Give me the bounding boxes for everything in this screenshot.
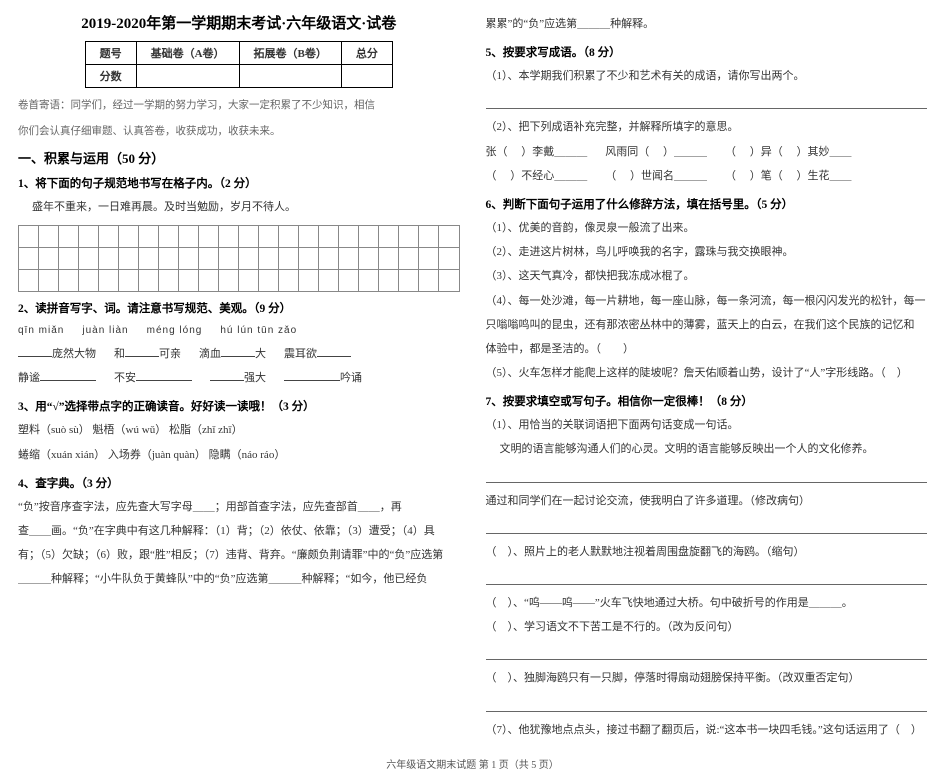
q5c-b: 风雨同（ ）＿＿＿ — [605, 140, 707, 164]
q1-text: 盛年不重来，一日难再晨。及时当勉励，岁月不待人。 — [18, 195, 460, 219]
q4-c: 有；（5）欠缺；（6）败，跟“胜”相反；（7）违背、背弃。“廉颇负荆请罪”中的“… — [18, 543, 460, 567]
cell-b — [239, 65, 341, 88]
q7-title: 7、按要求填空或写句子。相信你一定很棒！（8 分） — [486, 393, 928, 409]
q5c-d: （ ）不经心＿＿＿ — [486, 164, 588, 188]
blank-line-4 — [486, 570, 928, 585]
blank-line-1 — [486, 94, 928, 109]
q2-row2: 静谧 不安 强大 吟诵 — [18, 366, 460, 390]
q2-title: 2、读拼音写字、词。请注意书写规范、美观。（9 分） — [18, 300, 460, 316]
py-d: hú lún tūn zǎo — [220, 320, 297, 342]
score-table: 题号 基础卷（A卷） 拓展卷（B卷） 总分 分数 — [85, 41, 393, 88]
w-d: 震耳欲 — [284, 348, 317, 360]
q7-b: 通过和同学们在一起讨论交流，使我明白了许多道理。（修改病句） — [486, 489, 928, 513]
w2-c: 吟诵 — [340, 372, 362, 384]
q3-title: 3、用“√”选择带点字的正确读音。好好读一读哦！（3 分） — [18, 398, 460, 414]
py-a: qīn miǎn — [18, 320, 64, 342]
q2-row1: 庞然大物 和 可亲 滴血 大 震耳欲 — [18, 342, 460, 366]
w-b: 和 — [114, 348, 125, 360]
q6-d2: 只嗡嗡鸣叫的昆虫，还有那浓密丛林中的薄雾，蓝天上的白云，在我们这个民族的记忆和 — [486, 313, 928, 337]
q6-b: （2）、走进这片树林，鸟儿呼唤我的名字，露珠与我交换眼神。 — [486, 240, 928, 264]
page-footer: 六年级语文期末试题 第 1 页（共 5 页） — [18, 756, 927, 771]
q5c-f: （ ）笔（ ）生花＿＿ — [725, 164, 852, 188]
q5-row1: 张（ ）李戴＿＿＿ 风雨同（ ）＿＿＿ （ ）异（ ）其妙＿＿ — [486, 140, 928, 164]
q6-d3: 体验中，都是圣洁的。（ ） — [486, 337, 928, 361]
q6-d1: （4）、每一处沙滩，每一片耕地，每一座山脉，每一条河流，每一根闪闪发光的松针，每… — [486, 289, 928, 313]
th-b: 拓展卷（B卷） — [239, 42, 341, 65]
w-c2: 大 — [255, 348, 266, 360]
py-b: juàn liàn — [82, 320, 128, 342]
q7-f: （ ）、独脚海鸥只有一只脚，停落时得扇动翅膀保持平衡。（改双重否定句） — [486, 666, 928, 690]
blank-line-3 — [486, 519, 928, 534]
q4-title: 4、查字典。（3 分） — [18, 475, 460, 491]
q7-c: （ ）、照片上的老人默默地注视着周围盘旋翻飞的海鸥。（缩句） — [486, 540, 928, 564]
q1-title: 1、将下面的句子规范地书写在格子内。（2 分） — [18, 175, 460, 191]
q5-row2: （ ）不经心＿＿＿ （ ）世闻名＿＿＿ （ ）笔（ ）生花＿＿ — [486, 164, 928, 188]
exam-title: 2019-2020年第一学期期末考试·六年级语文·试卷 — [18, 12, 460, 33]
q3-line-b: 蜷缩（xuán xián） 入场券（juàn quàn） 隐瞒（náo ráo） — [18, 443, 460, 467]
blank-line-2 — [486, 468, 928, 483]
w-a: 庞然大物 — [52, 348, 96, 360]
right-cont: 累累”的“负”应选第＿＿＿种解释。 — [486, 12, 928, 36]
th-a: 基础卷（A卷） — [136, 42, 239, 65]
cell-a — [136, 65, 239, 88]
q7-d: （ ）、“呜——呜——”火车飞快地通过大桥。句中破折号的作用是＿＿＿。 — [486, 591, 928, 615]
w-c: 滴血 — [199, 348, 221, 360]
w2-b: 不安 — [114, 372, 136, 384]
section-1: 一、积累与运用（50 分） — [18, 148, 460, 167]
writing-grid — [18, 225, 460, 292]
py-c: méng lóng — [147, 320, 203, 342]
q7-a: （1）、用恰当的关联词语把下面两句话变成一句话。 — [486, 413, 928, 437]
q3-line-a: 塑料（suò sù） 魁梧（wú wǔ） 松脂（zhǐ zhī） — [18, 418, 460, 442]
row-score: 分数 — [85, 65, 136, 88]
preface-line-2: 你们会认真仔细审题、认真答卷，收获成功，收获未来。 — [18, 122, 460, 142]
th-num: 题号 — [85, 42, 136, 65]
cell-t — [341, 65, 392, 88]
preface-line-1: 卷首寄语：同学们，经过一学期的努力学习，大家一定积累了不少知识，相信 — [18, 96, 460, 116]
q4-b: 查＿＿画。“负”在字典中有这几种解释：（1）背；（2）依仗、依靠；（3）遭受；（… — [18, 519, 460, 543]
w-b2: 可亲 — [159, 348, 181, 360]
th-total: 总分 — [341, 42, 392, 65]
w2-a: 静 — [18, 372, 29, 384]
q7-a1: 文明的语言能够沟通人们的心灵。文明的语言能够反映出一个人的文化修养。 — [486, 437, 928, 461]
q5c-e: （ ）世闻名＿＿＿ — [605, 164, 707, 188]
q5c-c: （ ）异（ ）其妙＿＿ — [725, 140, 852, 164]
blank-line-5 — [486, 645, 928, 660]
q5c-a: 张（ ）李戴＿＿＿ — [486, 140, 588, 164]
blank-line-6 — [486, 697, 928, 712]
q5-title: 5、按要求写成语。（8 分） — [486, 44, 928, 60]
q7-e: （ ）、学习语文不下苦工是不行的。（改为反问句） — [486, 615, 928, 639]
q6-e: （5）、火车怎样才能爬上这样的陡坡呢？詹天佑顺着山势，设计了“人”字形线路。（ … — [486, 361, 928, 385]
q4-d: ＿＿＿种解释；“小牛队负于黄蜂队”中的“负”应选第＿＿＿种解释；“如今，他已经负 — [18, 567, 460, 591]
q2-pinyin: qīn miǎn juàn liàn méng lóng hú lún tūn … — [18, 320, 460, 342]
q7-g: （7）、他犹豫地点点头，接过书翻了翻页后，说:“这本书一块四毛钱。”这句话运用了… — [486, 718, 928, 742]
q5-a: （1）、本学期我们积累了不少和艺术有关的成语，请你写出两个。 — [486, 64, 928, 88]
q6-c: （3）、这天气真冷，都快把我冻成冰棍了。 — [486, 264, 928, 288]
q6-title: 6、判断下面句子运用了什么修辞方法，填在括号里。（5 分） — [486, 196, 928, 212]
q4-a: “负”按音序查字法，应先查大写字母＿＿；用部首查字法，应先查部首＿＿，再 — [18, 495, 460, 519]
q6-a: （1）、优美的音韵，像灵泉一般流了出来。 — [486, 216, 928, 240]
q5-b: （2）、把下列成语补充完整，并解释所填字的意思。 — [486, 115, 928, 139]
